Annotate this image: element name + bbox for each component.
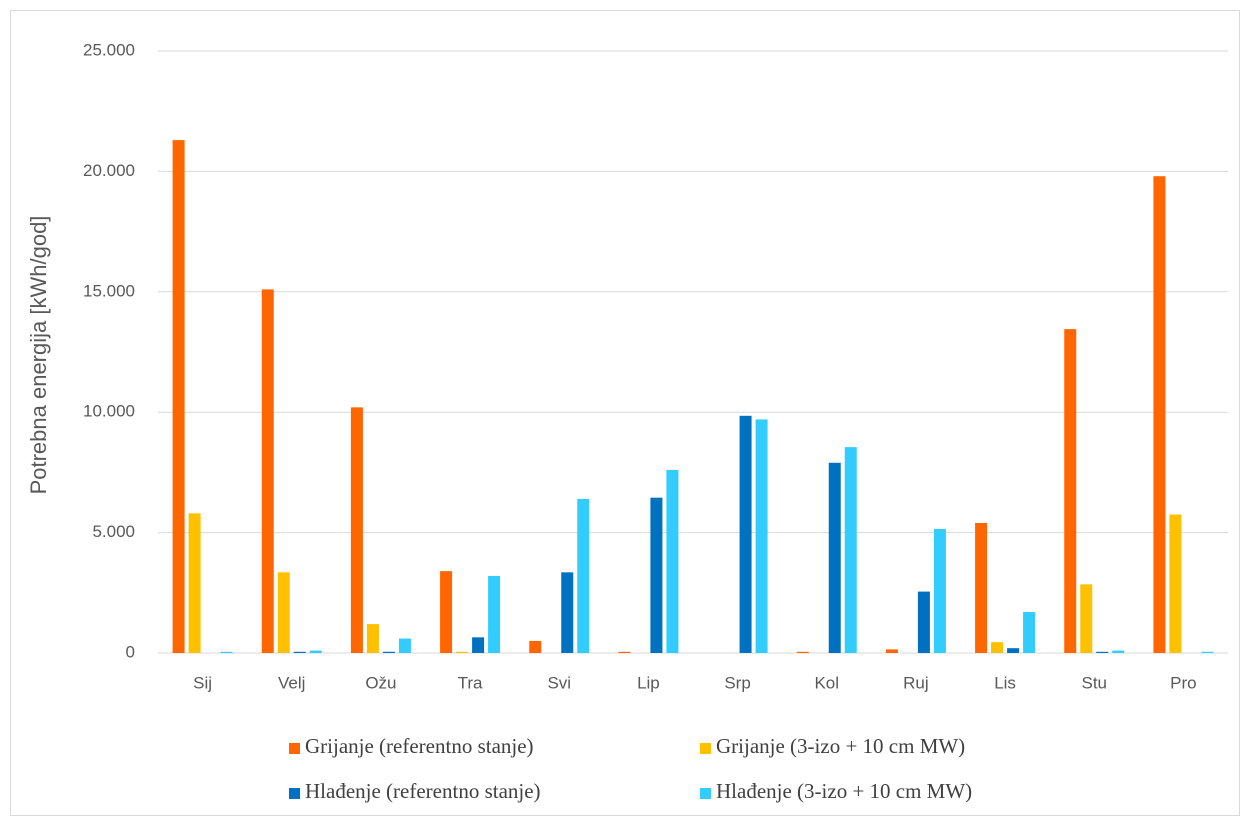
bar — [991, 642, 1004, 653]
bar — [885, 649, 898, 653]
x-tick-label: Svi — [547, 673, 571, 692]
bar — [293, 651, 306, 653]
legend-label: Grijanje (referentno stanje) — [305, 734, 534, 758]
y-axis-title: Potrebna energija [kWh/god] — [26, 216, 51, 495]
bar — [1064, 329, 1077, 653]
y-tick-label: 20.000 — [83, 161, 135, 180]
legend-swatch — [289, 788, 300, 799]
x-tick-label: Stu — [1081, 673, 1107, 692]
bar — [666, 469, 679, 653]
bar — [917, 591, 930, 653]
x-tick-label: Lis — [994, 673, 1016, 692]
legend-label: Grijanje (3-izo + 10 cm MW) — [716, 734, 965, 758]
bar — [398, 638, 411, 653]
legend-swatch — [289, 743, 300, 754]
bar — [844, 447, 857, 653]
bar — [350, 407, 363, 653]
y-tick-label: 25.000 — [83, 40, 135, 59]
bar — [261, 289, 274, 653]
x-tick-label: Kol — [814, 673, 839, 692]
x-tick-label: Pro — [1170, 673, 1196, 692]
bar — [1153, 176, 1166, 653]
bar — [755, 419, 768, 653]
bar — [739, 415, 752, 653]
bar — [828, 462, 841, 653]
bar — [472, 637, 485, 653]
bar — [382, 651, 395, 653]
chart-border — [10, 10, 1240, 816]
x-tick-label: Ožu — [365, 673, 396, 692]
bar — [650, 497, 663, 653]
x-tick-label: Sij — [193, 673, 212, 692]
bar — [1007, 648, 1020, 653]
bar — [1201, 651, 1214, 653]
bar — [277, 572, 290, 653]
bar — [220, 651, 233, 653]
x-tick-label: Srp — [724, 673, 750, 692]
bar — [172, 140, 185, 653]
legend-swatch — [700, 788, 711, 799]
bar — [1169, 514, 1182, 653]
y-tick-label: 10.000 — [83, 402, 135, 421]
legend-label: Hlađenje (3-izo + 10 cm MW) — [716, 779, 972, 803]
y-tick-label: 5.000 — [92, 522, 135, 541]
bar — [488, 575, 501, 653]
bar — [618, 651, 631, 653]
legend-swatch — [700, 743, 711, 754]
x-tick-label: Tra — [458, 673, 483, 692]
bar — [975, 522, 988, 653]
bar — [309, 650, 322, 653]
bar — [188, 513, 201, 653]
legend-label: Hlađenje (referentno stanje) — [305, 779, 541, 803]
bar — [529, 640, 542, 653]
bar — [933, 528, 946, 653]
bar — [456, 651, 469, 653]
bar — [440, 571, 453, 653]
bar — [1112, 650, 1125, 653]
y-tick-label: 0 — [126, 642, 135, 661]
bar — [1080, 584, 1093, 653]
x-tick-label: Lip — [637, 673, 660, 692]
bar — [1023, 612, 1036, 653]
x-tick-label: Ruj — [903, 673, 929, 692]
bar — [796, 651, 809, 653]
x-tick-label: Velj — [278, 673, 305, 692]
bar — [577, 498, 590, 653]
y-tick-label: 15.000 — [83, 281, 135, 300]
bar — [561, 572, 574, 653]
bar — [1096, 651, 1109, 653]
bar — [366, 624, 379, 653]
